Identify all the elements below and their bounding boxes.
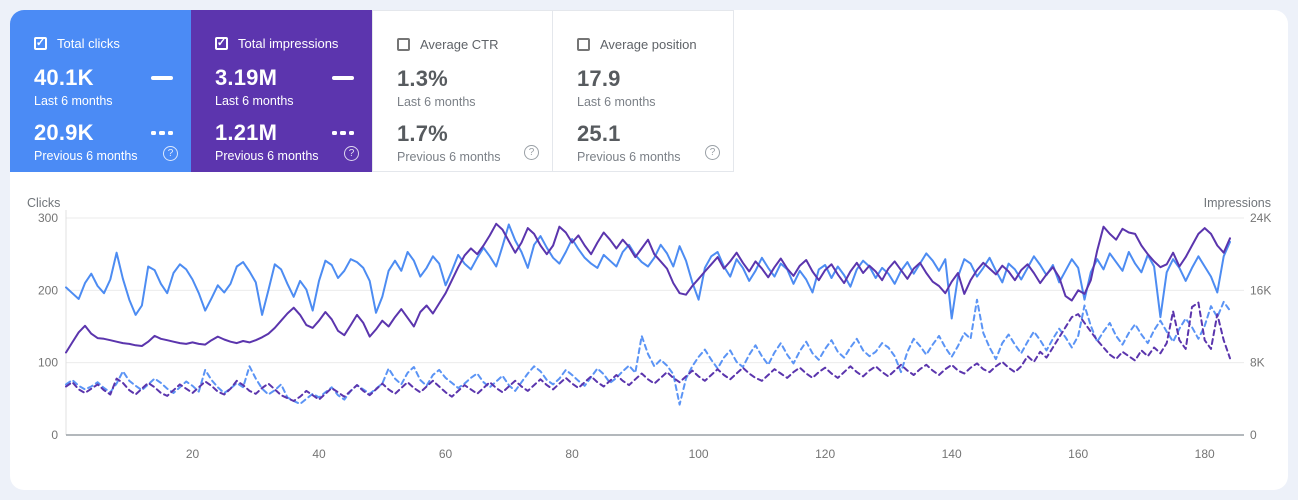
metric-cards: ✓ Total clicks 40.1K Last 6 months 20.9K…: [10, 10, 734, 172]
solid-line-legend-icon: [332, 76, 354, 80]
checkbox-checked-icon[interactable]: ✓: [34, 37, 47, 50]
svg-text:180: 180: [1195, 447, 1215, 461]
svg-text:8K: 8K: [1250, 356, 1265, 370]
help-icon[interactable]: ?: [163, 146, 178, 161]
svg-text:24K: 24K: [1250, 211, 1271, 225]
card-label: Average position: [600, 37, 697, 52]
card-total-clicks[interactable]: ✓ Total clicks 40.1K Last 6 months 20.9K…: [10, 10, 191, 172]
svg-text:120: 120: [815, 447, 835, 461]
svg-text:300: 300: [38, 211, 58, 225]
checkbox-unchecked-icon[interactable]: [577, 38, 590, 51]
dashed-line-legend-icon: [150, 131, 173, 135]
checkbox-checked-icon[interactable]: ✓: [215, 37, 228, 50]
metric-value-prev: 1.21M: [215, 120, 278, 145]
right-axis-title: Impressions: [1203, 196, 1271, 210]
svg-text:40: 40: [312, 447, 326, 461]
metric-caption-prev: Previous 6 months: [577, 150, 681, 164]
svg-text:0: 0: [51, 428, 58, 442]
metric-value-prev: 25.1: [577, 121, 621, 146]
card-average-position[interactable]: Average position 17.9 Last 6 months 25.1…: [553, 10, 734, 172]
metric-caption-prev: Previous 6 months: [397, 150, 501, 164]
metric-value-last: 3.19M: [215, 65, 278, 90]
svg-text:0: 0: [1250, 428, 1257, 442]
metric-value-last: 17.9: [577, 66, 621, 91]
dashed-line-legend-icon: [331, 131, 354, 135]
metric-caption-last: Last 6 months: [215, 94, 294, 108]
performance-chart[interactable]: 300 200 100 0 24K 16K 8K 0 20 40 60 80 100 120 140 160 1…: [10, 190, 1288, 486]
help-icon[interactable]: ?: [705, 145, 720, 160]
metric-caption-prev: Previous 6 months: [34, 149, 138, 163]
metric-caption-last: Last 6 months: [577, 95, 656, 109]
chart-canvas[interactable]: 300 200 100 0 24K 16K 8K 0 20 40 60 80 100 120 140 160 1…: [10, 190, 1288, 486]
metric-value-prev: 1.7%: [397, 121, 448, 146]
checkbox-unchecked-icon[interactable]: [397, 38, 410, 51]
metric-caption-prev: Previous 6 months: [215, 149, 319, 163]
svg-text:16K: 16K: [1250, 283, 1271, 297]
metric-caption-last: Last 6 months: [34, 94, 113, 108]
solid-line-legend-icon: [151, 76, 173, 80]
svg-text:140: 140: [942, 447, 962, 461]
svg-text:20: 20: [186, 447, 200, 461]
svg-text:100: 100: [38, 356, 58, 370]
performance-panel: ✓ Total clicks 40.1K Last 6 months 20.9K…: [10, 10, 1288, 490]
card-average-ctr[interactable]: Average CTR 1.3% Last 6 months 1.7% Prev…: [372, 10, 553, 172]
help-icon[interactable]: ?: [344, 146, 359, 161]
metric-value-last: 40.1K: [34, 65, 94, 90]
svg-text:100: 100: [689, 447, 709, 461]
help-icon[interactable]: ?: [524, 145, 539, 160]
svg-text:160: 160: [1068, 447, 1088, 461]
metric-caption-last: Last 6 months: [397, 95, 476, 109]
metric-value-last: 1.3%: [397, 66, 448, 91]
card-label: Average CTR: [420, 37, 499, 52]
left-axis-title: Clicks: [27, 196, 61, 210]
svg-text:80: 80: [565, 447, 579, 461]
card-label: Total impressions: [238, 36, 339, 51]
svg-text:200: 200: [38, 283, 58, 297]
svg-text:60: 60: [439, 447, 453, 461]
card-label: Total clicks: [57, 36, 120, 51]
card-total-impressions[interactable]: ✓ Total impressions 3.19M Last 6 months …: [191, 10, 372, 172]
metric-value-prev: 20.9K: [34, 120, 94, 145]
